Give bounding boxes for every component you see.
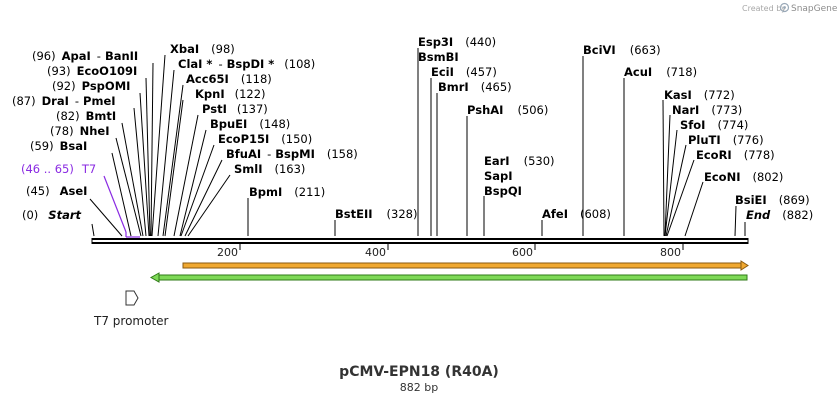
t7-promoter-arrow-icon (125, 290, 139, 306)
site-label-smli: SmlI (163) (234, 162, 305, 176)
t7-promoter-label: T7 promoter (93, 314, 169, 328)
site-label-ecori: EcoRI (778) (696, 148, 775, 162)
site-label-esp3i: Esp3I (440) (418, 35, 496, 49)
snapgene-logo-icon (779, 2, 790, 13)
site-label-start: (0) Start (22, 208, 82, 222)
site-label-asei: (45) AseI (26, 184, 87, 198)
site-label-bmri: BmrI (465) (438, 80, 512, 94)
site-label-kpni: KpnI (122) (195, 87, 266, 101)
site-label-pshai: PshAI (506) (467, 103, 548, 117)
plasmid-title: pCMV-EPN18 (R40A) (339, 364, 499, 380)
site-label-bsmbi: BsmBI (418, 50, 459, 64)
site-label-sfoi: SfoI (774) (680, 118, 748, 132)
site-label-bcivi: BciVI (663) (583, 43, 661, 57)
site-label-bsteii: BstEII (328) (335, 207, 417, 221)
tick-label-800: 800 (660, 246, 681, 259)
site-label-eari: EarI (530) (484, 154, 555, 168)
site-label-t7: (46 .. 65) T7 (21, 162, 96, 176)
site-label-bpmi: BpmI (211) (249, 185, 325, 199)
tick-label-400: 400 (365, 246, 386, 259)
site-label-nari: NarI (773) (672, 103, 742, 117)
site-label-afei: AfeI (608) (542, 207, 611, 221)
site-label-pluti: PluTI (776) (688, 133, 764, 147)
site-label-bfuai-bspmi: BfuAI - BspMI (158) (226, 147, 358, 161)
site-label-econi: EcoNI (802) (704, 170, 783, 184)
site-label-bspqi: BspQI (484, 184, 522, 198)
site-label-sapi: SapI (484, 169, 513, 183)
site-label-bsiei: BsiEI (869) (735, 193, 810, 207)
site-label-acc65i: Acc65I (118) (186, 72, 272, 86)
site-label-xbai: XbaI (98) (170, 42, 235, 56)
site-label-psti: PstI (137) (202, 102, 268, 116)
site-label-end: End (882) (746, 208, 813, 222)
site-label-kasi: KasI (772) (664, 88, 735, 102)
plasmid-length: 882 bp (400, 381, 438, 394)
snapgene-brand-text: SnapGene (791, 4, 838, 14)
site-label-bmti: (82) BmtI (56, 109, 116, 123)
t7-primer-marker (103, 175, 140, 238)
site-label-drai-pmei: (87) DraI - PmeI (12, 94, 116, 108)
site-label-nhei: (78) NheI (50, 124, 110, 138)
site-label-clai-bspdi: ClaI * - BspDI * (108) (178, 57, 315, 71)
site-label-ecii: EciI (457) (431, 65, 497, 79)
site-leader-lines (89, 48, 746, 237)
site-label-pspomi: (92) PspOMI (52, 79, 130, 93)
site-label-ecoo109i: (93) EcoO109I (47, 64, 137, 78)
site-label-bsai: (59) BsaI (30, 139, 87, 153)
orange-feature-arrow (182, 260, 749, 271)
axis-ticks (239, 244, 684, 250)
site-label-ecop15i: EcoP15I (150) (218, 132, 312, 146)
sequence-backbone (91, 238, 749, 244)
site-label-acui: AcuI (718) (624, 65, 697, 79)
green-feature-arrow (149, 272, 748, 283)
tick-label-600: 600 (512, 246, 533, 259)
tick-label-200: 200 (217, 246, 238, 259)
site-label-apai-banii: (96) ApaI - BanII (32, 49, 138, 63)
site-label-bpuei: BpuEI (148) (210, 117, 290, 131)
created-by-text: Created by (742, 4, 786, 13)
